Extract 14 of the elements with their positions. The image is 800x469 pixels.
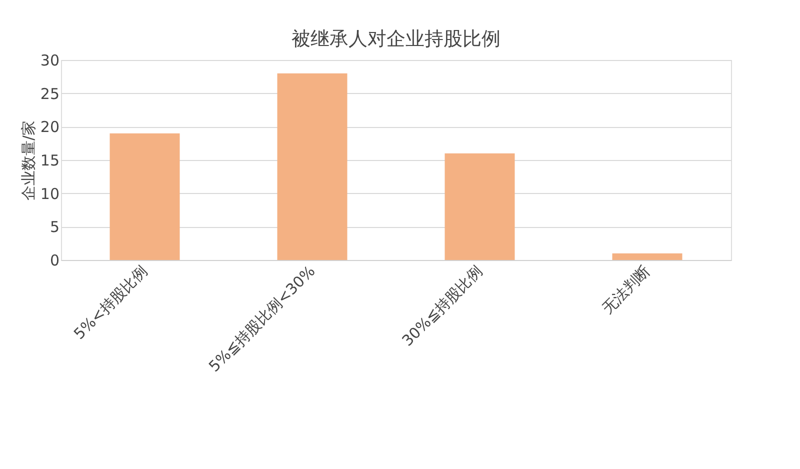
y-tick-label: 30 [40, 52, 60, 70]
bar [612, 253, 682, 260]
y-tick-label: 0 [50, 252, 60, 270]
y-tick-label: 20 [40, 118, 60, 136]
y-tick-label: 15 [40, 152, 60, 170]
bar [277, 73, 348, 260]
y-axis-title: 企业数量/家 [19, 120, 38, 201]
bar [444, 153, 515, 260]
y-tick-label: 10 [40, 184, 60, 203]
y-tick-label: 25 [40, 84, 60, 103]
bar [110, 133, 180, 260]
chart-title: 被继承人对企业持股比例 [292, 28, 500, 50]
x-tick-label: 无法判断 [598, 262, 654, 318]
y-tick-label: 5 [50, 218, 60, 236]
